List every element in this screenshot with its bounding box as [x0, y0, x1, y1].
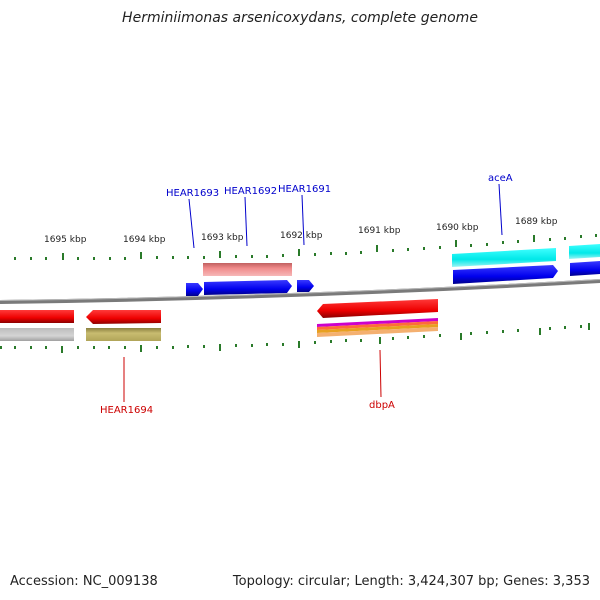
leader-line-hear1693: [188, 198, 195, 249]
gene-label-hear1694[interactable]: HEAR1694: [100, 405, 153, 416]
gene-hear1694[interactable]: [86, 310, 161, 324]
gene-dbpa[interactable]: [317, 299, 438, 318]
gene-feature-pink[interactable]: [203, 263, 292, 276]
gene-reverse-left-edge[interactable]: [0, 310, 74, 323]
gene-feature-cyan-1[interactable]: [452, 248, 556, 267]
scale-label-1691: 1691 kbp: [358, 226, 401, 236]
accession-label: Accession: NC_009138: [10, 574, 158, 589]
scale-label-1690: 1690 kbp: [436, 223, 479, 233]
scale-label-1693: 1693 kbp: [201, 233, 244, 243]
gene-feature-multicolor[interactable]: [317, 318, 438, 337]
gene-label-acea[interactable]: aceA: [488, 173, 513, 184]
scale-label-1694: 1694 kbp: [123, 235, 166, 245]
gene-feature-grey[interactable]: [0, 328, 74, 341]
gene-label-hear1691[interactable]: HEAR1691: [278, 184, 331, 195]
genome-backbone: [0, 279, 600, 304]
upper-scale-ticks: [14, 234, 597, 260]
gene-forward-right-edge[interactable]: [570, 261, 600, 276]
gene-feature-olive[interactable]: [86, 328, 161, 341]
gene-feature-cyan-2[interactable]: [569, 244, 600, 259]
scale-label-1695: 1695 kbp: [44, 235, 87, 245]
leader-line-hear1692: [244, 196, 248, 247]
leader-line-hear1691: [301, 194, 305, 246]
leader-line-dbpa: [379, 349, 382, 398]
gene-hear1692[interactable]: [204, 280, 292, 295]
gene-label-hear1692[interactable]: HEAR1692: [224, 186, 277, 197]
leader-line-acea: [498, 183, 503, 236]
lower-scale-ticks: [0, 323, 590, 353]
gene-hear1691[interactable]: [297, 280, 314, 292]
genome-summary: Topology: circular; Length: 3,424,307 bp…: [232, 574, 590, 589]
scale-label-1692: 1692 kbp: [280, 231, 323, 241]
gene-hear1693[interactable]: [186, 283, 203, 296]
gene-label-dbpa[interactable]: dbpA: [369, 400, 395, 411]
genome-title: Herminiimonas arsenicoxydans, complete g…: [122, 10, 478, 26]
scale-label-1689: 1689 kbp: [515, 217, 558, 227]
gene-acea[interactable]: [453, 265, 558, 284]
gene-label-hear1693[interactable]: HEAR1693: [166, 188, 219, 199]
